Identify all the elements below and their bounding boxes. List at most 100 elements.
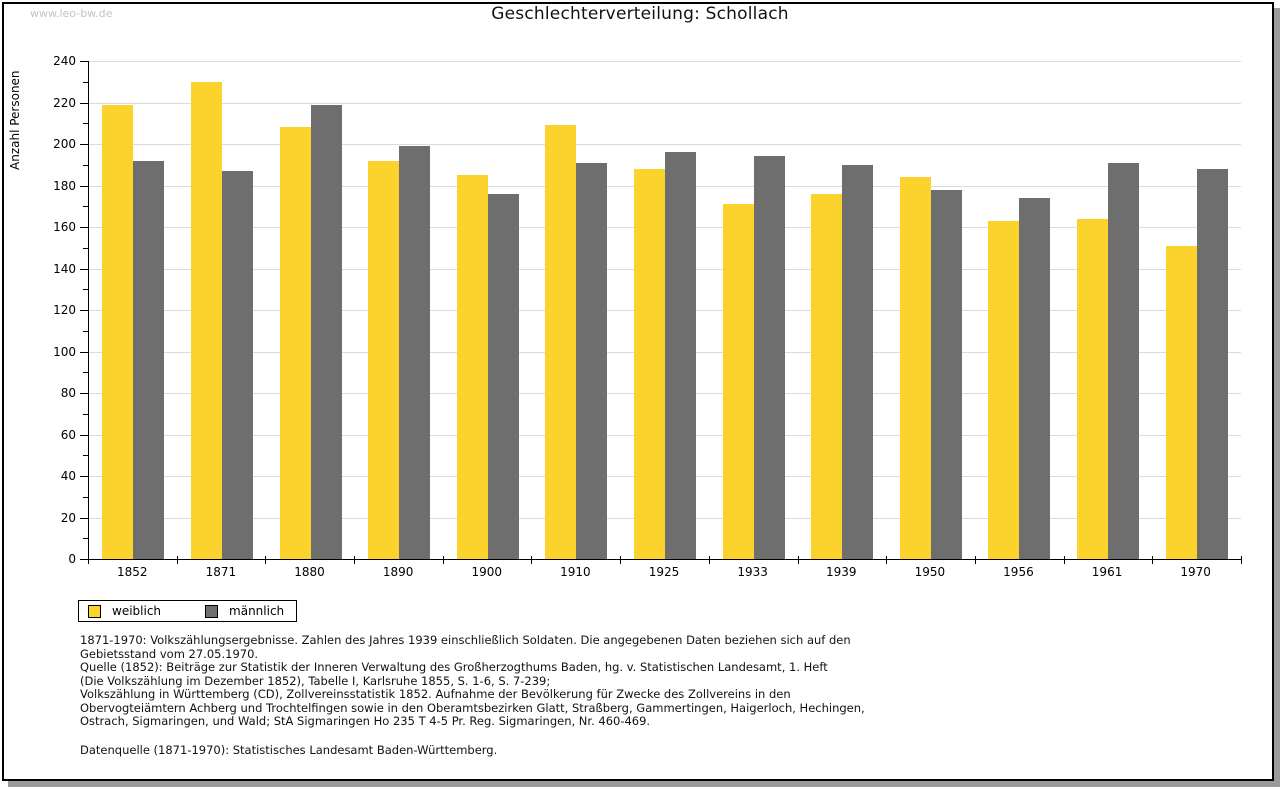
- x-tick: [886, 556, 888, 564]
- y-tick-150: [83, 247, 88, 249]
- x-tick-label-1910: 1910: [560, 565, 591, 579]
- y-tick-120: [80, 310, 88, 311]
- bar-weiblich-1880: [279, 127, 311, 559]
- bar-group-1871: [178, 61, 267, 559]
- x-tick: [442, 556, 444, 564]
- datasource-line: Datenquelle (1871-1970): Statistisches L…: [80, 743, 498, 757]
- y-tick-90: [83, 372, 88, 374]
- bar-weiblich-1939: [811, 193, 843, 559]
- bar-männlich-1939: [842, 164, 874, 559]
- legend-swatch-männlich: [205, 604, 219, 618]
- bar-männlich-1933: [753, 156, 785, 559]
- footnotes: 1871-1970: Volkszählungsergebnisse. Zahl…: [80, 633, 865, 729]
- x-tick: [265, 556, 267, 564]
- bar-group-1880: [266, 61, 355, 559]
- y-tick-100: [80, 351, 88, 353]
- footnote-line: Obervogteiämtern Achberg und Trochtelfin…: [80, 700, 865, 715]
- x-axis-ticks: [88, 556, 1242, 564]
- watermark: www.leo-bw.de: [30, 7, 113, 20]
- x-tick-label-1950: 1950: [914, 565, 946, 579]
- y-tick-label: 0: [68, 552, 76, 566]
- bar-group-1970: [1152, 61, 1241, 559]
- y-tick-60: [80, 434, 88, 436]
- y-tick-170: [83, 206, 88, 208]
- y-tick-30: [83, 496, 88, 498]
- bar-group-1910: [532, 61, 621, 559]
- bar-group-1925: [621, 61, 710, 559]
- y-axis-title: Anzahl Personen: [8, 70, 22, 170]
- bar-männlich-1900: [487, 193, 519, 559]
- bar-weiblich-1961: [1077, 218, 1109, 559]
- bar-weiblich-1970: [1165, 245, 1197, 559]
- x-tick-label-1890: 1890: [382, 565, 414, 579]
- x-tick-label-1900: 1900: [471, 565, 503, 579]
- y-tick-label: 240: [53, 54, 76, 68]
- x-tick: [974, 556, 976, 564]
- y-tick-140: [80, 268, 88, 270]
- y-tick-40: [80, 476, 88, 478]
- x-tick-label-1852: 1852: [117, 565, 148, 579]
- bar-group-1939: [798, 61, 887, 559]
- y-tick-label: 180: [53, 178, 76, 193]
- x-tick: [354, 556, 356, 564]
- bar-weiblich-1890: [368, 160, 400, 559]
- x-tick: [88, 556, 89, 564]
- y-tick-label: 100: [53, 344, 76, 359]
- x-tick: [531, 556, 533, 564]
- y-axis-ticks: [80, 61, 88, 560]
- bar-group-1956: [975, 61, 1064, 559]
- legend-item-weiblich: weiblich: [88, 604, 161, 618]
- bar-weiblich-1956: [988, 220, 1020, 559]
- bar-männlich-1871: [221, 170, 253, 559]
- y-tick-70: [83, 413, 88, 415]
- bar-weiblich-1871: [190, 81, 222, 559]
- footnote-line: Ostrach, Sigmaringen, und Wald; StA Sigm…: [80, 714, 651, 728]
- bar-männlich-1961: [1108, 162, 1140, 559]
- footnote-line: Volkszählung in Württemberg (CD), Zollve…: [80, 687, 791, 701]
- x-tick: [176, 556, 178, 564]
- gridline-220: [89, 102, 1241, 104]
- y-tick-80: [80, 393, 88, 395]
- x-tick: [1063, 556, 1065, 564]
- bar-männlich-1950: [930, 189, 962, 559]
- bar-weiblich-1950: [899, 177, 931, 559]
- y-tick-190: [83, 164, 88, 166]
- x-tick: [797, 556, 799, 564]
- y-tick-label: 80: [60, 386, 76, 400]
- bar-weiblich-1925: [633, 168, 665, 559]
- y-tick-50: [83, 455, 88, 457]
- legend-label: männlich: [229, 604, 285, 618]
- y-axis-labels: 0 20 40 60 80 100 120 140 160 180 200 220 240: [30, 55, 76, 565]
- bar-weiblich-1910: [545, 125, 577, 559]
- y-tick-130: [83, 289, 88, 291]
- y-tick-label: 160: [53, 220, 76, 234]
- chart-title: Geschlechterverteilung: Schollach: [491, 4, 789, 24]
- y-tick-160: [80, 227, 88, 229]
- x-tick: [1152, 556, 1154, 564]
- y-tick-110: [83, 330, 88, 332]
- footnote-line: (Die Volkszählung im Dezember 1852), Tab…: [80, 673, 551, 688]
- y-tick-label: 120: [53, 303, 76, 317]
- bar-weiblich-1900: [456, 175, 488, 559]
- bar-männlich-1890: [399, 146, 431, 559]
- plot-area: [88, 61, 1241, 560]
- legend: weiblich männlich: [78, 600, 298, 622]
- x-tick: [708, 556, 710, 564]
- bar-group-1852: [89, 61, 178, 559]
- bar-series: [89, 61, 1241, 559]
- legend-item-männlich: männlich: [205, 604, 284, 618]
- y-tick-20: [80, 517, 88, 519]
- y-tick-230: [83, 81, 88, 83]
- x-tick-label-1871: 1871: [205, 565, 237, 579]
- bar-männlich-1880: [310, 104, 342, 559]
- y-tick-label: 40: [60, 469, 76, 483]
- bar-group-1933: [709, 61, 798, 559]
- bar-group-1950: [887, 61, 976, 559]
- footnote-line: Gebietsstand vom 27.05.1970.: [80, 646, 259, 661]
- y-tick-label: 20: [60, 510, 76, 525]
- bar-weiblich-1933: [722, 204, 754, 559]
- gridline-240: [89, 61, 1241, 62]
- footnote-line: Quelle (1852): Beiträge zur Statistik de…: [80, 660, 828, 674]
- x-tick: [620, 556, 622, 564]
- y-tick-210: [83, 123, 88, 125]
